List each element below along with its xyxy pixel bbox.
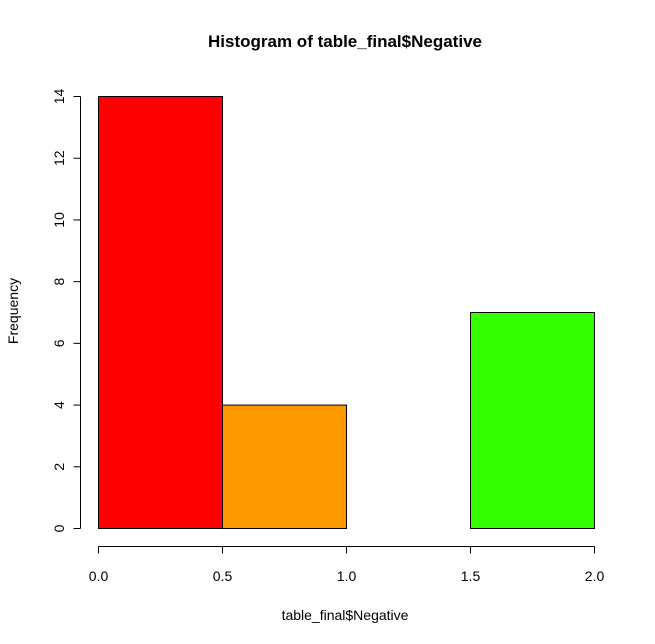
y-tick-label-2: 4 bbox=[51, 401, 67, 409]
y-tick-label-5: 10 bbox=[51, 212, 67, 228]
x-axis: 0.0 0.5 1.0 1.5 2.0 bbox=[89, 546, 605, 584]
y-tick-label-4: 8 bbox=[51, 278, 67, 286]
chart-title: Histogram of table_final$Negative bbox=[208, 32, 482, 51]
y-tick-label-0: 0 bbox=[51, 524, 67, 532]
x-tick-label-1: 0.5 bbox=[213, 568, 233, 584]
y-tick-label-3: 6 bbox=[51, 339, 67, 347]
y-axis-label: Frequency bbox=[5, 278, 21, 344]
x-tick-label-4: 2.0 bbox=[585, 568, 605, 584]
histogram-bar-1 bbox=[222, 404, 347, 530]
x-axis-label: table_final$Negative bbox=[282, 607, 409, 623]
x-tick-label-3: 1.5 bbox=[461, 568, 481, 584]
y-tick-label-7: 14 bbox=[51, 89, 67, 105]
y-tick-label-1: 2 bbox=[51, 463, 67, 471]
y-tick-label-6: 12 bbox=[51, 150, 67, 166]
y-axis: 0 2 4 6 8 10 12 14 bbox=[51, 89, 81, 532]
x-tick-label-2: 1.0 bbox=[337, 568, 357, 584]
histogram-bar-3 bbox=[470, 312, 595, 529]
bars-group bbox=[98, 96, 595, 530]
histogram-bar-0 bbox=[98, 96, 223, 529]
x-tick-label-0: 0.0 bbox=[89, 568, 109, 584]
